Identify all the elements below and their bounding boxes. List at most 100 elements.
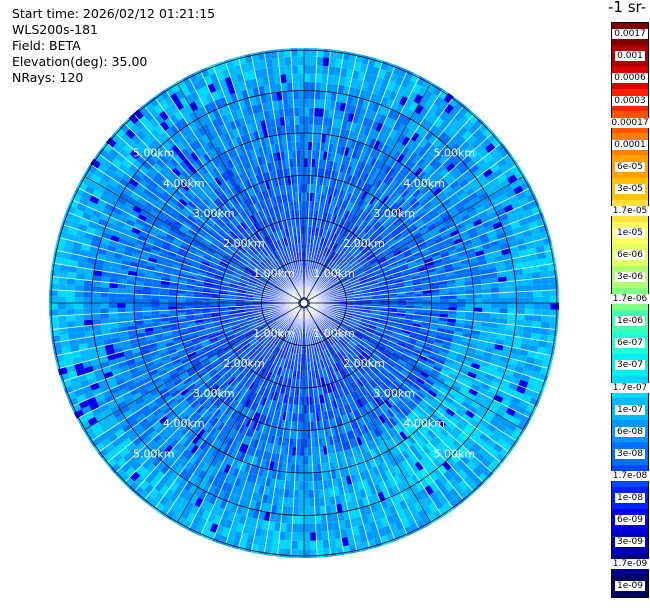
heatmap-cell — [304, 549, 311, 558]
heatmap-cell — [459, 178, 469, 189]
heatmap-cell — [454, 242, 465, 250]
heatmap-cell — [408, 90, 418, 102]
heatmap-cell — [405, 170, 415, 181]
heatmap-cell — [389, 148, 398, 159]
heatmap-cell — [486, 158, 497, 169]
heatmap-cell — [452, 170, 463, 180]
heatmap-cell — [333, 109, 340, 120]
heatmap-cell — [437, 131, 448, 142]
heatmap-cell — [380, 262, 390, 269]
heatmap-cell — [500, 163, 511, 174]
heatmap-cell — [342, 85, 350, 96]
heatmap-cell — [309, 82, 316, 91]
heatmap-cell — [330, 276, 338, 283]
heatmap-cell — [510, 179, 521, 190]
heatmap-cell — [498, 213, 509, 222]
heatmap-cell — [351, 281, 361, 286]
heatmap-cell — [373, 149, 382, 160]
heatmap-cell — [390, 169, 399, 180]
heatmap-cell — [405, 206, 414, 215]
heatmap-cell — [439, 168, 450, 178]
heatmap-cell — [415, 179, 425, 189]
heatmap-cell — [480, 196, 491, 206]
heatmap-cell — [330, 196, 336, 206]
heatmap-cell — [327, 222, 333, 231]
heatmap-cell — [398, 212, 408, 221]
heatmap-cell — [438, 110, 449, 121]
heatmap-cell — [406, 80, 416, 91]
heatmap-cell — [438, 194, 449, 204]
heatmap-cell — [334, 67, 342, 77]
heatmap-cell — [368, 176, 377, 186]
heatmap-cell — [442, 185, 453, 195]
heatmap-cell — [338, 227, 345, 236]
heatmap-cell — [363, 192, 371, 202]
heatmap-cell — [332, 243, 338, 252]
heatmap-cell — [411, 215, 421, 224]
heatmap-cell — [441, 198, 452, 207]
heatmap-cell — [502, 253, 512, 261]
heatmap-cell — [367, 240, 376, 248]
heatmap-cell — [329, 241, 335, 250]
heatmap-cell — [350, 224, 357, 233]
heatmap-cell — [490, 216, 501, 225]
heatmap-cell — [396, 255, 405, 262]
heatmap-cell — [330, 126, 337, 136]
heatmap-cell — [492, 152, 504, 164]
heatmap-cell — [339, 237, 346, 246]
heatmap-cell — [335, 255, 342, 264]
heatmap-cell — [393, 274, 403, 279]
heatmap-cell — [462, 169, 473, 179]
heatmap-cell — [346, 184, 353, 194]
heatmap-cell — [372, 264, 381, 271]
heatmap-cell — [327, 186, 332, 196]
heatmap-cell — [375, 272, 385, 278]
heatmap-cell — [388, 158, 397, 168]
heatmap-cell — [328, 178, 334, 188]
heatmap-cell — [400, 200, 409, 210]
heatmap-cell — [421, 173, 431, 183]
heatmap-cell — [432, 161, 443, 171]
heatmap-cell — [550, 303, 559, 310]
heatmap-cell — [421, 186, 431, 195]
heatmap-cell — [304, 506, 310, 516]
heatmap-cell — [428, 92, 439, 104]
heatmap-cell — [421, 78, 432, 90]
heatmap-cell — [373, 234, 382, 243]
heatmap-cell — [304, 82, 310, 91]
heatmap-cell — [313, 489, 320, 499]
heatmap-cell — [309, 192, 313, 202]
heatmap-cell — [464, 109, 475, 120]
heatmap-cell — [438, 155, 449, 165]
heatmap-cell — [355, 178, 363, 188]
heatmap-cell — [447, 128, 458, 139]
heatmap-cell — [454, 146, 465, 157]
heatmap-cell — [472, 240, 482, 248]
heatmap-cell — [456, 205, 466, 214]
heatmap-cell — [329, 49, 338, 59]
heatmap-cell — [379, 229, 388, 237]
heatmap-cell — [342, 209, 348, 219]
heatmap-cell — [330, 252, 337, 261]
heatmap-cell — [492, 183, 503, 193]
heatmap-cell — [440, 303, 449, 307]
heatmap-cell — [437, 244, 447, 252]
heatmap-cell — [442, 259, 452, 266]
heatmap-cell — [422, 201, 433, 210]
heatmap-cell — [443, 103, 455, 115]
heatmap-cell — [390, 215, 399, 224]
heatmap-cell — [298, 498, 304, 507]
heatmap-cell — [331, 242, 337, 251]
heatmap-cell — [462, 130, 473, 141]
heatmap-cell — [443, 124, 453, 135]
heatmap-cell — [415, 124, 425, 135]
heatmap-cell — [362, 153, 370, 164]
heatmap-cell — [352, 186, 359, 196]
heatmap-cell — [352, 263, 360, 270]
heatmap-cell — [333, 224, 339, 234]
heatmap-cell — [516, 191, 527, 201]
heatmap-cell — [344, 241, 351, 250]
heatmap-cell — [507, 297, 517, 303]
heatmap-cell — [350, 278, 359, 284]
heatmap-cell — [354, 123, 362, 134]
